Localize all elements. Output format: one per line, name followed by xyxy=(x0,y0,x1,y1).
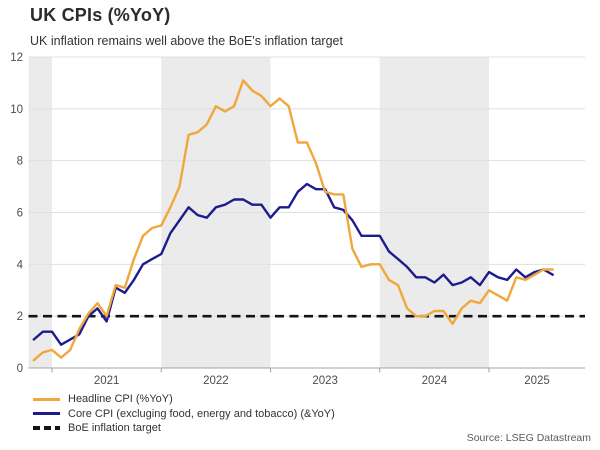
y-tick-label: 8 xyxy=(17,156,23,168)
core-cpi-line xyxy=(32,182,554,346)
legend-item-boe-target: BoE inflation target xyxy=(33,421,335,435)
x-tick-label: 2024 xyxy=(422,375,448,387)
legend-label-headline-cpi: Headline CPI (%YoY) xyxy=(68,393,173,405)
y-tick-label: 4 xyxy=(17,259,24,271)
boe-target-swatch xyxy=(33,426,60,430)
page-subtitle: UK inflation remains well above the BoE'… xyxy=(30,34,343,48)
legend-item-core-cpi: Core CPI (excluging food, energy and tob… xyxy=(33,407,335,421)
core-cpi-swatch xyxy=(33,412,60,415)
headline-cpi-swatch xyxy=(33,397,60,401)
x-tick-label: 2022 xyxy=(203,375,229,387)
y-tick-label: 2 xyxy=(17,311,23,323)
legend-label-core-cpi: Core CPI (excluging food, energy and tob… xyxy=(68,407,335,420)
headline-cpi-line xyxy=(32,79,554,362)
x-tick-label: 2025 xyxy=(524,375,550,387)
source-note: Source: LSEG Datastream xyxy=(466,432,591,444)
page-title: UK CPIs (%YoY) xyxy=(30,5,171,25)
y-tick-label: 10 xyxy=(10,104,23,116)
legend: Headline CPI (%YoY) Core CPI (excluging … xyxy=(33,392,335,436)
y-tick-label: 6 xyxy=(17,208,23,220)
y-tick-label: 12 xyxy=(10,52,23,64)
x-tick-label: 2021 xyxy=(94,375,120,387)
y-tick-label: 0 xyxy=(17,363,23,375)
x-tick-label: 2023 xyxy=(312,375,338,387)
legend-label-boe-target: BoE inflation target xyxy=(68,422,161,434)
legend-item-headline-cpi: Headline CPI (%YoY) xyxy=(33,392,335,406)
